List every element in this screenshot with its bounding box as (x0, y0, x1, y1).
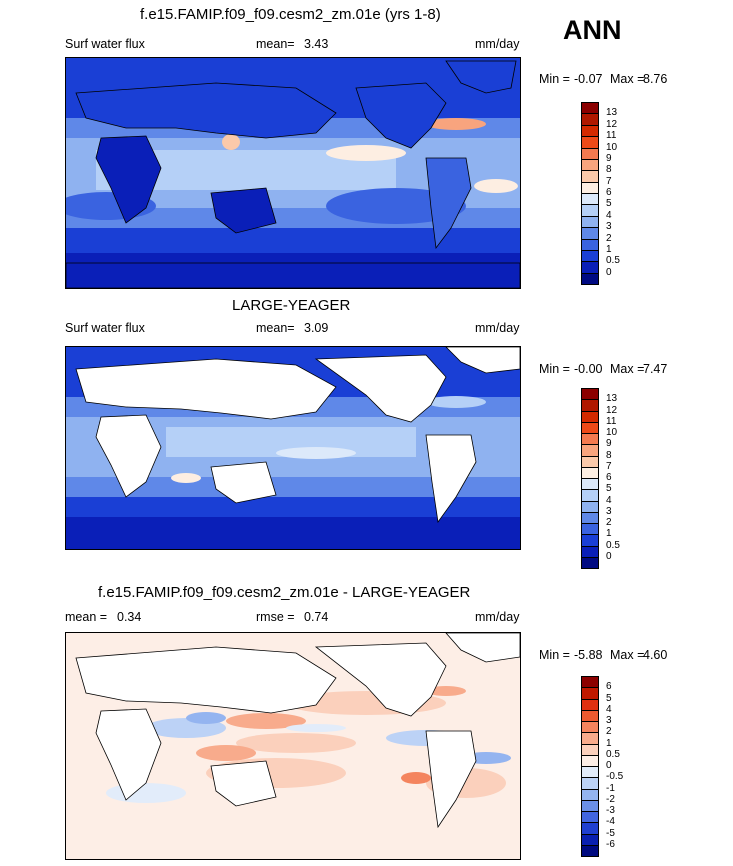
min-label: Min = (539, 362, 570, 376)
colorbar-tick-label: 3 (606, 221, 612, 233)
colorbar: 13 12 11 10 9 8 7 6 5 4 3 2 1 0.5 0 (581, 102, 641, 285)
colorbar-tick-label: 7 (606, 460, 612, 472)
colorbar: 6 5 4 3 2 1 0.5 0 -0.5 -1 -2 -3 -4 -5 -6 (581, 676, 641, 857)
rmse-value: 0.74 (304, 610, 329, 624)
mean-label: mean= (256, 321, 295, 335)
heatmap-field (66, 58, 520, 288)
colorbar-tick-label: 0.5 (606, 255, 620, 267)
colorbar-tick-label: -5 (606, 827, 615, 839)
colorbar-tick-label: 0 (606, 266, 612, 278)
colorbar-tick-label: 11 (606, 415, 617, 427)
colorbar-tick-label: 9 (606, 152, 612, 164)
colorbar-tick-label: 12 (606, 404, 618, 416)
colorbar-tick-label: 0 (606, 760, 612, 771)
colorbar-tick-label: 0.5 (606, 539, 620, 551)
variable-label: Surf water flux (65, 321, 145, 335)
colorbar-tick-label: -3 (606, 805, 615, 816)
mean-label: mean= (256, 37, 295, 51)
map-plot (65, 346, 521, 550)
rmse-label: rmse = (256, 610, 295, 624)
colorbar-tick-label: 1 (606, 528, 612, 540)
colorbar-tick-label: 0 (606, 550, 612, 562)
colorbar-tick-label: 12 (606, 118, 618, 130)
map-plot (65, 632, 521, 860)
mean-value: 3.43 (304, 37, 329, 51)
colorbar-tick-label: 0.5 (606, 748, 620, 760)
units-label: mm/day (475, 37, 520, 51)
colorbar-tick-label: 10 (606, 427, 618, 438)
panel-title: f.e15.FAMIP.f09_f09.cesm2_zm.01e (yrs 1-… (140, 6, 441, 23)
diff-mean-label: mean = (65, 610, 108, 624)
colorbar-tick-label: 4 (606, 209, 612, 221)
colorbar-tick-label: 8 (606, 164, 612, 176)
colorbar-tick-label: 5 (606, 198, 612, 210)
colorbar-tick-label: 4 (606, 494, 612, 506)
map-plot (65, 57, 521, 289)
colorbar-swatch (581, 556, 599, 569)
colorbar-tick-label: -1 (606, 782, 615, 794)
colorbar-tick-label: 8 (606, 449, 612, 461)
units-label: mm/day (475, 321, 520, 335)
colorbar-tick-label: 3 (606, 505, 612, 517)
colorbar-tick-label: 13 (606, 393, 618, 405)
max-label: Max = (610, 648, 645, 662)
max-value: 4.60 (643, 648, 668, 662)
mean-value: 3.09 (304, 321, 329, 335)
min-value: -0.00 (574, 362, 603, 376)
colorbar-tick-label: 7 (606, 175, 612, 187)
colorbar-tick-label: 2 (606, 726, 612, 738)
min-label: Min = (539, 648, 570, 662)
colorbar-tick-label: -2 (606, 793, 615, 805)
units-label: mm/day (475, 610, 520, 624)
colorbar-swatch (581, 844, 599, 857)
min-label: Min = (539, 72, 570, 86)
colorbar-tick-label: 2 (606, 517, 612, 528)
panel-title: f.e15.FAMIP.f09_f09.cesm2_zm.01e - LARGE… (98, 584, 471, 601)
season-label: ANN (563, 15, 622, 45)
colorbar-tick-label: 6 (606, 187, 612, 198)
colorbar-tick-label: 1 (606, 243, 612, 255)
diff-mean-value: 0.34 (117, 610, 142, 624)
colorbar-swatch (581, 272, 599, 285)
colorbar-tick-label: 9 (606, 438, 612, 450)
colorbar-tick-label: 11 (606, 130, 617, 142)
colorbar: 13 12 11 10 9 8 7 6 5 4 3 2 1 0.5 0 (581, 388, 641, 569)
colorbar-tick-label: 5 (606, 483, 612, 495)
max-value: 7.47 (643, 362, 668, 376)
variable-label: Surf water flux (65, 37, 145, 51)
colorbar-tick-label: 5 (606, 692, 612, 704)
colorbar-tick-label: 4 (606, 703, 612, 715)
colorbar-tick-label: -0.5 (606, 771, 624, 783)
panel-title: LARGE-YEAGER (232, 297, 351, 314)
colorbar-tick-label: 10 (606, 141, 618, 153)
colorbar-tick-label: -6 (606, 838, 615, 850)
colorbar-tick-label: 3 (606, 715, 612, 726)
min-value: -5.88 (574, 648, 603, 662)
max-label: Max = (610, 362, 645, 376)
colorbar-tick-label: 2 (606, 232, 612, 244)
heatmap-field (66, 633, 520, 859)
colorbar-tick-label: 6 (606, 681, 612, 693)
colorbar-tick-label: 13 (606, 107, 618, 119)
colorbar-tick-label: 6 (606, 472, 612, 483)
heatmap-field (66, 347, 520, 549)
max-label: Max = (610, 72, 645, 86)
min-value: -0.07 (574, 72, 603, 86)
max-value: 8.76 (643, 72, 668, 86)
colorbar-tick-label: -4 (606, 816, 615, 828)
colorbar-tick-label: 1 (606, 737, 612, 749)
